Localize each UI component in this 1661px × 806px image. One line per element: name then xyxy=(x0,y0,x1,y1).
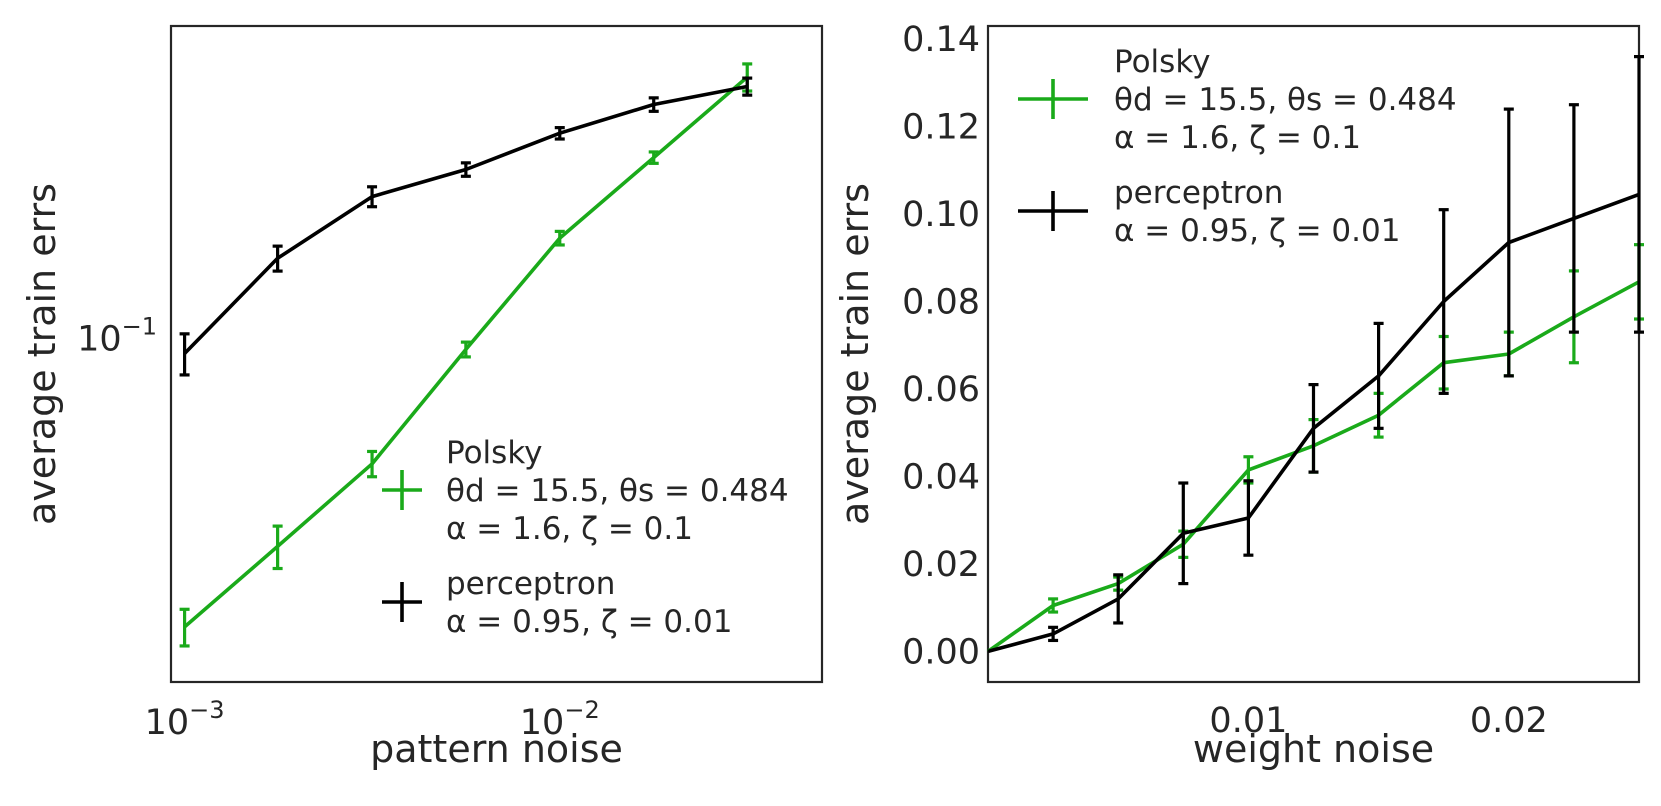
error-bar xyxy=(367,449,378,479)
y-tick-base: 10 xyxy=(77,320,122,360)
y-tick-exponent: −1 xyxy=(122,313,157,341)
x-tick-base: 10 xyxy=(520,703,565,743)
error-bar xyxy=(1503,107,1514,378)
error-bar xyxy=(1308,383,1319,474)
x-tick-label: 0.02 xyxy=(1470,701,1548,741)
error-bar xyxy=(648,150,659,165)
y-tick-label: 0.14 xyxy=(902,20,980,60)
y-tick-label: 0.12 xyxy=(902,108,980,148)
error-bar xyxy=(1243,479,1254,557)
chart-weight-noise: 0.01 0.02 0.00 0.02 0.04 0.06 0.08 0.10 0.12 0.14… xyxy=(833,20,1644,771)
error-bar xyxy=(1113,573,1124,625)
legend-text-line: α = 0.95, ζ = 0.01 xyxy=(446,604,732,640)
x-tick-label: 10−2 xyxy=(520,696,600,743)
x-tick-exponent: −3 xyxy=(189,696,224,724)
x-axis-label: weight noise xyxy=(1193,727,1434,771)
y-axis-label: average train errs xyxy=(20,183,64,525)
series-perceptron xyxy=(987,55,1644,654)
error-bar xyxy=(648,96,659,113)
legend-text-line: Polsky xyxy=(1114,44,1211,80)
error-bar xyxy=(1568,103,1579,334)
plot-frame xyxy=(169,24,824,684)
legend-text-line: α = 1.6, ζ = 0.1 xyxy=(446,511,693,547)
error-bar xyxy=(460,340,471,359)
legend-text-line: Polsky xyxy=(446,435,543,471)
y-tick-label: 0.08 xyxy=(902,283,980,323)
error-bar xyxy=(460,161,471,178)
y-tick-label: 0.10 xyxy=(902,195,980,235)
error-bar xyxy=(1048,625,1059,643)
legend-text-line: α = 0.95, ζ = 0.01 xyxy=(1114,213,1400,249)
x-axis-label: pattern noise xyxy=(370,727,623,771)
error-bar xyxy=(272,244,283,273)
error-bar xyxy=(1373,321,1384,430)
y-tick-label: 0.04 xyxy=(902,457,980,497)
legend-text-line: α = 1.6, ζ = 0.1 xyxy=(1114,120,1361,156)
error-bar xyxy=(1634,55,1644,334)
x-tick-label: 10−3 xyxy=(145,696,225,743)
y-axis-label: average train errs xyxy=(833,183,877,525)
y-tick-label: 0.00 xyxy=(902,632,980,672)
plot-frame xyxy=(986,24,1641,684)
x-tick-exponent: −2 xyxy=(564,696,599,724)
error-bar xyxy=(367,185,378,209)
error-bar xyxy=(272,524,283,571)
x-tick-base: 10 xyxy=(145,703,190,743)
legend-text-line: perceptron xyxy=(446,566,615,602)
y-tick-label: 0.02 xyxy=(902,545,980,585)
y-tick-label: 10−1 xyxy=(77,313,157,360)
error-bar xyxy=(554,229,565,247)
series-perceptron xyxy=(179,76,753,377)
error-bar xyxy=(1048,597,1059,614)
error-bar xyxy=(179,332,190,377)
y-tick-label: 0.06 xyxy=(902,370,980,410)
error-bar xyxy=(554,126,565,141)
error-bar xyxy=(179,607,190,648)
error-bar xyxy=(742,76,753,97)
legend-text-line: θd = 15.5, θs = 0.484 xyxy=(1114,82,1457,118)
x-tick-label: 0.01 xyxy=(1209,701,1287,741)
legend-text-line: perceptron xyxy=(1114,175,1283,211)
legend-text-line: θd = 15.5, θs = 0.484 xyxy=(446,473,789,509)
error-bar xyxy=(1438,208,1449,395)
error-bar xyxy=(1178,481,1189,586)
